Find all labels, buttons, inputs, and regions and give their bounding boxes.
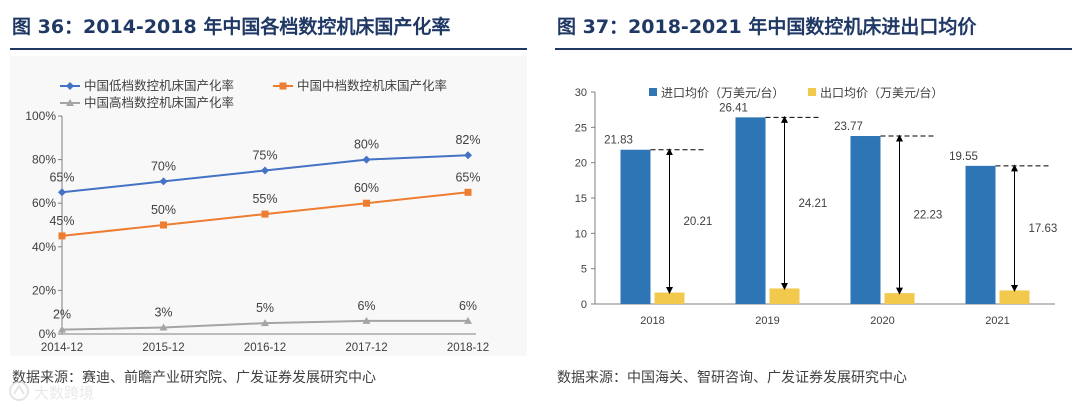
import-price-label: 26.41: [719, 102, 748, 114]
import-price-bar: [850, 136, 881, 304]
legend-marker-square: [279, 82, 287, 90]
import-price-bar: [620, 149, 651, 304]
x-tick-label: 2018-12: [447, 342, 489, 354]
y-tick-label: 5: [581, 264, 587, 276]
y-tick-label: 60%: [32, 196, 56, 210]
title-rule: [10, 48, 527, 50]
data-label: 65%: [49, 170, 74, 184]
legend-label: 出口均价（万美元/台）: [820, 85, 943, 100]
y-tick-label: 20: [575, 158, 587, 170]
import-price-label: 19.55: [949, 151, 978, 163]
data-point-triangle: [58, 325, 66, 333]
data-point-diamond: [464, 151, 472, 160]
x-tick-label: 2017-12: [345, 342, 387, 354]
y-tick-label: 10: [575, 228, 587, 240]
localization-rate-line-chart: 0% 20% 40% 60% 80% 100% 2014-12 2015-12 2016-12 2…: [25, 78, 489, 354]
price-chart-area: 0 5 10 15 20 25 30 21.83 20.21 2018 26.41 24.21 2019…: [555, 56, 1072, 356]
data-label: 2%: [53, 308, 71, 322]
data-point-triangle: [159, 323, 168, 331]
x-tick-label: 2016-12: [244, 342, 286, 354]
data-label: 75%: [252, 149, 277, 163]
import-price-label: 21.83: [604, 135, 633, 147]
watermark-text: 大数跨境: [34, 384, 95, 402]
data-label: 50%: [151, 203, 176, 217]
y-tick-label: 15: [575, 193, 587, 205]
data-label: 60%: [354, 181, 379, 195]
difference-label: 20.21: [684, 216, 713, 228]
y-tick-label: 20%: [32, 283, 56, 297]
watermark-logo-icon: [9, 381, 29, 401]
data-point-square: [160, 221, 167, 229]
y-tick-label: 40%: [32, 240, 56, 254]
data-label: 45%: [49, 214, 74, 228]
figure-36-panel: 图 36：2014-2018 年中国各档数控机床国产化率 0% 20% 40% 60%…: [0, 0, 535, 408]
data-label: 70%: [151, 159, 176, 173]
figure-37-source: 数据来源：中国海关、智研咨询、广发证券发展研究中心: [557, 370, 907, 386]
data-point-triangle: [261, 319, 269, 327]
export-price-bar: [769, 288, 800, 304]
legend-label: 进口均价（万美元/台）: [661, 85, 784, 100]
x-tick-label: 2020: [870, 315, 894, 327]
export-price-bar: [884, 293, 915, 304]
export-price-bar: [999, 290, 1030, 304]
data-label: 3%: [154, 305, 172, 319]
x-tick-label: 2015-12: [142, 342, 184, 354]
y-tick-label: 0%: [39, 327, 57, 341]
difference-label: 17.63: [1029, 223, 1058, 235]
data-label: 5%: [256, 301, 274, 315]
y-tick-label: 0: [581, 299, 587, 311]
export-price-bar: [654, 292, 685, 304]
import-price-bar: [735, 117, 766, 304]
data-point-square: [261, 210, 269, 218]
figure-37-panel: 图 37：2018-2021 年中国数控机床进出口均价 0 5 10 15 20 25 30…: [545, 0, 1080, 408]
watermark: 大数跨境: [8, 380, 158, 404]
y-tick-label: 25: [575, 122, 587, 134]
legend-label: 中国中档数控机床国产化率: [297, 78, 447, 93]
import-export-price-bar-chart: 0 5 10 15 20 25 30 21.83 20.21 2018 26.41 24.21 2019…: [575, 85, 1058, 327]
data-point-square: [363, 199, 370, 207]
data-point-diamond: [159, 177, 168, 186]
data-point-triangle: [464, 316, 472, 324]
import-price-bar: [965, 165, 996, 304]
data-label: 65%: [455, 170, 480, 184]
y-tick-label: 100%: [25, 109, 56, 123]
legend-swatch: [808, 88, 816, 96]
data-label: 6%: [459, 299, 477, 313]
legend-marker-diamond: [66, 82, 74, 90]
data-label: 80%: [354, 138, 379, 152]
x-tick-label: 2014-12: [41, 342, 83, 354]
data-label: 82%: [455, 133, 480, 147]
data-point-diamond: [261, 166, 269, 175]
legend-marker-triangle: [66, 99, 74, 106]
data-point-square: [58, 232, 66, 240]
data-point-diamond: [58, 188, 66, 197]
x-tick-label: 2019: [755, 315, 779, 327]
figure-36-title: 图 36：2014-2018 年中国各档数控机床国产化率: [12, 16, 451, 38]
data-point-diamond: [362, 155, 371, 164]
figure-36-source: 数据来源：赛迪、前瞻产业研究院、广发证券发展研究中心: [12, 370, 376, 386]
data-point-triangle: [362, 316, 371, 324]
data-point-square: [464, 188, 472, 196]
difference-label: 24.21: [799, 198, 828, 210]
y-tick-label: 80%: [32, 153, 56, 167]
difference-label: 22.23: [914, 210, 943, 222]
y-tick-label: 30: [575, 87, 587, 99]
figure-37-title: 图 37：2018-2021 年中国数控机床进出口均价: [557, 16, 977, 38]
data-label: 55%: [252, 192, 277, 206]
localization-rate-chart-area: 0% 20% 40% 60% 80% 100% 2014-12 2015-12 2016-12 2…: [10, 56, 527, 356]
title-rule: [555, 48, 1072, 50]
data-label: 6%: [357, 299, 375, 313]
import-price-label: 23.77: [834, 121, 863, 133]
x-tick-label: 2018: [640, 315, 664, 327]
legend-label: 中国高档数控机床国产化率: [84, 95, 234, 110]
legend-swatch: [649, 88, 657, 96]
x-tick-label: 2021: [985, 315, 1009, 327]
legend-label: 中国低档数控机床国产化率: [84, 78, 234, 93]
